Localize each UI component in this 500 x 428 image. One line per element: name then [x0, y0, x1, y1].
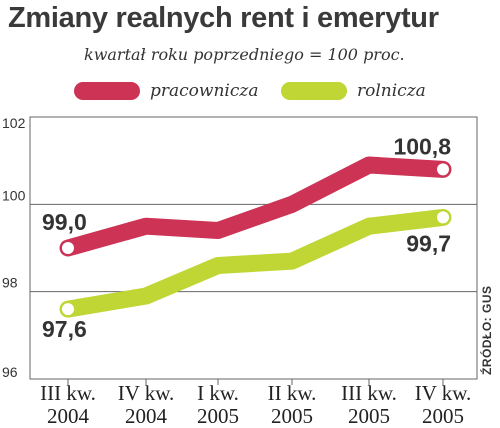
- x-category-label: II kw.: [268, 381, 317, 405]
- chart-subtitle: kwartał roku poprzedniego = 100 proc.: [84, 45, 405, 64]
- series-lines: [59, 156, 452, 318]
- series-end-marker: [62, 303, 74, 316]
- legend-label-rolnicza: rolnicza: [357, 81, 426, 101]
- x-category-year: 2005: [271, 404, 313, 428]
- x-category-year: 2005: [422, 404, 464, 428]
- y-tick-label: 96: [2, 364, 18, 380]
- x-category-label: I kw.: [197, 381, 239, 405]
- legend-swatch-rolnicza: [281, 82, 347, 100]
- x-category-label: III kw.: [341, 381, 397, 405]
- legend-item-pracownicza: pracownicza: [74, 78, 258, 104]
- data-label: 99,7: [406, 230, 451, 256]
- y-tick-label: 100: [2, 187, 26, 203]
- x-category-label: III kw.: [40, 381, 96, 405]
- x-category-year: 2005: [197, 404, 239, 428]
- grid: [29, 116, 478, 380]
- y-axis-ticks: 96 98 100 102: [2, 115, 26, 380]
- data-label: 100,8: [393, 133, 451, 159]
- data-label: 99,0: [42, 209, 87, 235]
- series-end-marker: [62, 242, 74, 254]
- source-label: ŹRÓDŁO: GUS: [479, 286, 494, 376]
- series-end-marker: [437, 163, 449, 176]
- y-tick-label: 102: [2, 115, 26, 131]
- chart-title: Zmiany realnych rent i emerytur: [8, 2, 439, 34]
- legend-item-rolnicza: rolnicza: [281, 78, 426, 104]
- data-labels: 99,0 100,8 97,6 99,7: [42, 133, 451, 342]
- y-tick-label: 98: [2, 275, 18, 291]
- series-line-rolnicza: [59, 208, 452, 318]
- legend-swatch-pracownicza: [74, 82, 140, 100]
- legend-label-pracownicza: pracownicza: [150, 81, 259, 101]
- plot-frame: [29, 116, 478, 380]
- x-category-year: 2005: [348, 404, 390, 428]
- x-category-year: 2004: [125, 404, 168, 428]
- series-line-pracownicza: [59, 156, 452, 257]
- x-category-label: IV kw.: [415, 381, 472, 405]
- x-category-label: IV kw.: [118, 381, 175, 405]
- series-end-marker: [437, 211, 449, 224]
- x-category-year: 2004: [47, 404, 90, 428]
- data-label: 97,6: [42, 316, 87, 342]
